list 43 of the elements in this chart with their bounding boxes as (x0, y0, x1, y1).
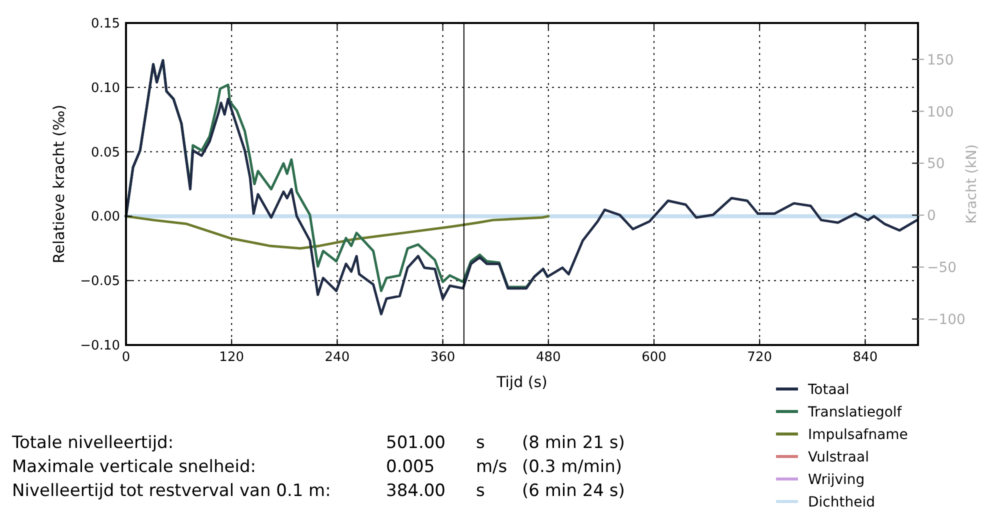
y-tick-label: 0.00 (91, 210, 120, 225)
x-tick-label: 840 (852, 350, 878, 365)
text: 501.00 (386, 433, 446, 453)
y2-tick-label: 50 (927, 156, 945, 172)
text: m/s (476, 457, 508, 477)
x-tick-label: 600 (642, 350, 666, 365)
legend-label: Translatiegolf (807, 404, 903, 420)
y-tick-label: 0.05 (91, 145, 120, 160)
y-tick-label: 0.15 (91, 16, 120, 32)
text: (0.3 m/min) (522, 457, 622, 477)
y2-tick-label: −50 (927, 260, 957, 276)
y2-tick-label: 0 (927, 208, 936, 224)
y-tick-label: 0.10 (91, 80, 120, 96)
y2-axis-title: Kracht (kN) (964, 144, 980, 224)
text: 384.00 (386, 481, 446, 501)
text: Maximale verticale snelheid: (12, 457, 256, 477)
x-tick-label: 720 (747, 350, 772, 365)
y2-tick-label: −100 (927, 312, 966, 328)
text: s (476, 481, 485, 501)
x-tick-label: 240 (324, 350, 350, 365)
x-tick-label: 480 (536, 350, 561, 365)
y2-tick-label: 150 (927, 52, 954, 68)
y-axis-title: Relatieve kracht (‰) (50, 104, 68, 264)
y-tick-label: −0.10 (80, 338, 120, 354)
text: 0.005 (386, 457, 435, 477)
line-series (124, 214, 550, 250)
legend-label: Vulstraal (808, 450, 869, 466)
x-tick-label: 120 (219, 350, 244, 365)
legend-label: Wrijving (808, 472, 865, 488)
legend-label: Impulsafname (808, 427, 908, 443)
text: (8 min 21 s) (522, 433, 625, 453)
text: (6 min 24 s) (522, 481, 625, 501)
x-axis-title: Tijd (s) (496, 373, 548, 391)
legend-label: Dichtheid (808, 494, 875, 510)
text: Totale nivelleertijd: (11, 433, 174, 453)
y-tick-label: −0.05 (80, 274, 120, 290)
text: s (476, 433, 485, 453)
x-tick-label: 360 (430, 350, 456, 365)
y2-tick-label: 100 (927, 104, 954, 120)
legend-label: Totaal (807, 382, 850, 398)
text: Nivelleertijd tot restverval van 0.1 m: (12, 481, 331, 501)
line-series (124, 59, 918, 316)
x-tick-label: 0 (122, 350, 130, 365)
